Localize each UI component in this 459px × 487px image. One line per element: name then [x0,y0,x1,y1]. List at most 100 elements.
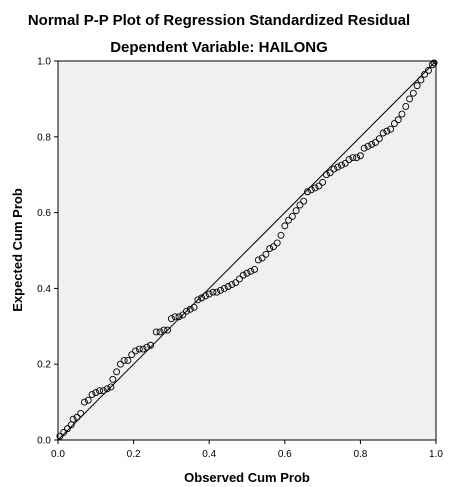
data-point [266,245,274,253]
chart-subtitle: Dependent Variable: HAILONG [110,39,328,56]
data-point [113,368,121,376]
y-axis-ticks: 0.0 0.2 0.4 0.6 0.8 1.0 [37,57,58,447]
data-point [132,347,139,355]
data-point [383,127,391,135]
data-point [262,250,270,258]
data-point [307,186,315,194]
data-point [288,212,296,220]
data-point [147,341,155,349]
data-point [99,387,107,395]
x-axis-title: Observed Cum Prob [184,470,310,485]
data-point [311,184,319,192]
data-point [190,303,198,311]
data-point [109,375,117,383]
x-axis-ticks: 0.0 0.2 0.4 0.6 0.8 1.0 [51,440,443,460]
data-point [270,243,277,251]
data-point [398,110,406,118]
data-point [63,425,71,433]
data-point [281,222,289,230]
data-point [209,288,217,296]
data-point [201,292,209,300]
data-point [128,351,136,359]
data-point [247,267,255,275]
data-point [394,116,402,124]
data-point [387,125,395,133]
data-points-layer [56,59,438,440]
data-point [205,290,213,298]
data-point [319,178,327,186]
data-point [186,305,194,313]
data-point [60,428,68,436]
data-point [424,67,432,74]
data-point [143,343,151,351]
x-tick-label: 0.6 [278,449,292,460]
y-tick-label: 0.8 [37,132,51,143]
y-tick-label: 0.6 [37,208,51,219]
data-point [334,163,342,171]
data-point [116,360,124,368]
data-point [430,59,438,67]
data-point [322,171,330,179]
data-point [217,286,224,294]
data-point [88,391,96,398]
data-point [368,140,376,148]
y-axis-title: Expected Cum Prob [10,188,25,312]
data-point [213,288,221,296]
data-point [345,156,353,163]
y-tick-label: 0.0 [37,436,51,447]
data-point [139,345,147,353]
data-point [258,254,266,262]
data-point [69,415,77,423]
data-point [285,216,293,224]
data-point [81,398,88,406]
x-tick-label: 0.0 [51,449,65,460]
data-point [107,383,115,391]
data-point [194,296,202,304]
data-point [220,284,228,292]
data-point [254,256,262,264]
data-point [96,387,104,395]
data-point [353,154,361,162]
data-point [349,154,357,162]
data-point [232,279,240,287]
data-point [124,356,132,364]
data-point [379,129,387,137]
data-point [277,231,285,239]
data-point [273,239,281,247]
data-point [183,307,190,315]
data-point [326,169,334,177]
data-point [175,313,183,321]
y-tick-label: 0.2 [37,360,51,371]
data-point [92,389,100,397]
data-point [56,432,64,440]
data-point [296,201,304,209]
reference-line [57,60,437,441]
data-point [235,275,243,283]
x-tick-label: 0.8 [353,449,367,460]
data-point [198,294,206,302]
data-point [338,161,345,169]
data-point [239,271,247,279]
data-point [304,188,311,196]
data-point [421,70,429,78]
data-point [171,313,179,321]
data-point [372,139,379,146]
data-point [360,144,368,152]
data-point [375,135,383,143]
data-point [243,269,251,277]
x-tick-label: 0.2 [127,449,141,460]
data-point [356,152,364,160]
y-tick-label: 1.0 [37,57,51,68]
data-point [390,120,398,127]
data-point [152,328,160,336]
data-point [73,413,81,421]
data-point [251,266,259,273]
data-point [413,82,421,90]
data-point [428,61,436,69]
x-tick-label: 0.4 [202,449,216,460]
data-point [224,283,232,290]
data-point [409,89,417,97]
data-point [417,76,425,84]
